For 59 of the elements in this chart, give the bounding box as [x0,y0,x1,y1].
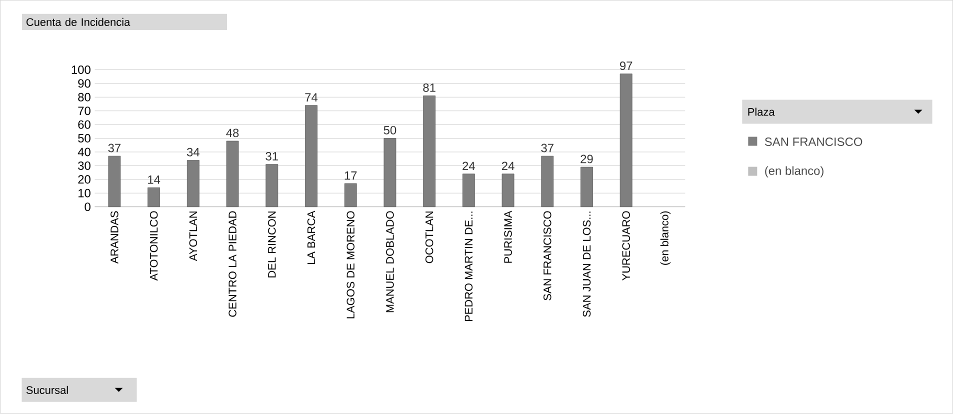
x-tick-label: DEL RINCON [268,212,276,278]
x-tick-label: SAN FRANCISCO [544,211,552,301]
x-tick-label: PURISIMA [504,210,512,263]
y-tick-label: 40 [78,148,90,156]
text: Sucursal [26,386,68,394]
bar [580,167,593,208]
x-tick-label: MANUEL DOBLADO [386,211,394,312]
y-tick-label: 90 [78,79,90,88]
x-tick-label: PEDRO MARTIN DE... [464,212,473,322]
data-label: 14 [148,176,160,184]
data-label: 50 [384,126,396,135]
bar [305,105,318,208]
data-label: 48 [226,128,239,138]
data-label: 17 [344,172,357,180]
bar [384,138,396,208]
data-label: 74 [305,93,318,102]
legend-label: (en blanco) [765,166,824,178]
bar [620,74,632,208]
bar [186,160,200,208]
x-tick-label: OCOTLAN [425,212,434,264]
y-tick-label: 50 [78,134,90,143]
bar [226,140,239,208]
x-tick-label: ATOTONILCO [150,211,158,281]
data-label: 81 [423,84,436,92]
bar [423,96,436,208]
bar [344,183,357,208]
data-label: 24 [462,162,475,170]
y-tick-label: 20 [78,175,90,184]
y-tick-label: 60 [78,120,90,129]
legend-label: SAN FRANCISCO [764,138,862,146]
x-tick-label: LAGOS DE MORENO [346,211,354,318]
data-label: 29 [580,154,593,164]
x-tick-label: CENTRO LA PIEDAD [228,211,236,317]
y-tick-label: 80 [78,93,90,102]
chart-title: Cuenta de Incidencia [26,18,130,26]
y-tick-label: 30 [78,162,90,170]
y-tick-label: 70 [78,106,90,116]
x-tick-label: LA BARCA [307,210,316,264]
data-label: 97 [620,62,632,70]
bar [541,156,554,208]
x-tick-label: (en blanco) [660,212,671,266]
data-label: 31 [266,152,278,161]
y-tick-label: 10 [78,189,90,198]
x-tick-label: ARANDAS [110,211,118,264]
bar [108,156,121,208]
data-label: 34 [186,148,200,157]
y-tick-label: 0 [84,202,90,212]
data-label: 37 [541,144,554,152]
x-tick-label: AYOTLAN [189,212,198,262]
y-tick-label: 100 [72,66,90,74]
data-label: 24 [502,162,514,170]
x-tick-label: SAN JUAN DE LOS... [582,212,591,317]
bar [266,164,278,208]
bar [462,174,475,208]
data-label: 37 [108,144,120,152]
bar [148,188,160,208]
bar [502,174,514,208]
legend-title: Plaza [748,108,775,116]
x-tick-label: YURECUARO [622,211,630,281]
